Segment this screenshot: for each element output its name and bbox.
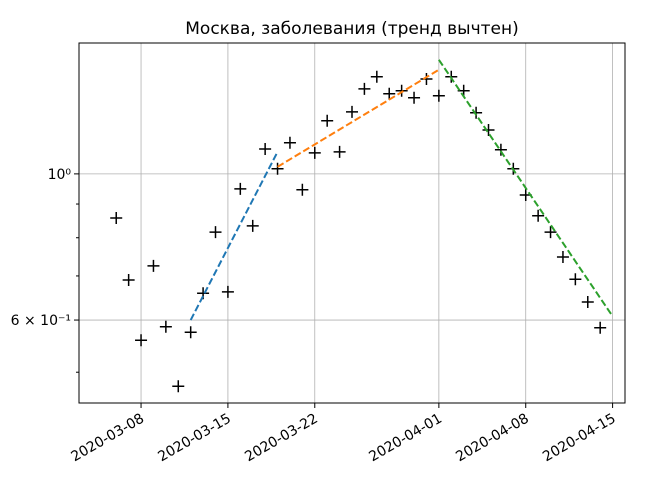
x-tick-label: 2020-03-15 — [155, 411, 233, 466]
data-point — [395, 84, 408, 97]
data-point — [370, 70, 383, 83]
data-point — [308, 146, 321, 159]
data-point — [569, 273, 582, 286]
data-point — [296, 183, 309, 196]
plot-frame — [78, 42, 626, 404]
data-point — [346, 105, 358, 118]
data-point — [283, 136, 296, 149]
data-point — [209, 226, 222, 239]
trend-line — [438, 59, 614, 317]
x-tick-label: 2020-04-01 — [366, 411, 444, 466]
data-point — [147, 259, 160, 272]
x-tick-label: 2020-03-08 — [69, 411, 147, 466]
data-point — [259, 142, 272, 155]
data-point — [135, 334, 148, 347]
x-tick-label: 2020-04-08 — [453, 411, 531, 466]
data-point — [420, 73, 433, 86]
y-tick-label: 10⁰ — [48, 167, 72, 183]
data-point — [110, 212, 123, 225]
data-point — [333, 145, 346, 158]
chart-title: Москва, заболевания (тренд вычтен) — [185, 19, 518, 39]
data-point — [358, 82, 371, 95]
data-point — [581, 296, 594, 309]
data-point — [383, 87, 396, 100]
data-point — [321, 114, 334, 127]
trend-line — [277, 68, 440, 168]
data-point — [594, 321, 607, 334]
data-point — [172, 380, 185, 393]
data-point — [408, 91, 421, 104]
data-point — [184, 326, 197, 339]
data-point — [234, 182, 247, 195]
data-point — [221, 285, 234, 298]
data-point — [544, 226, 557, 239]
x-tick-label: 2020-03-22 — [242, 411, 320, 466]
data-point — [470, 106, 483, 119]
trend-line — [189, 151, 279, 321]
data-point — [122, 274, 135, 287]
data-point — [532, 209, 545, 222]
data-point — [556, 250, 569, 263]
data-point — [432, 89, 445, 102]
data-point — [271, 162, 284, 175]
data-point — [159, 320, 172, 333]
x-tick-label: 2020-04-15 — [540, 411, 618, 466]
data-point — [246, 219, 259, 232]
data-point — [482, 123, 495, 136]
y-tick-label: 6 × 10⁻¹ — [11, 313, 71, 329]
data-point — [494, 143, 507, 156]
